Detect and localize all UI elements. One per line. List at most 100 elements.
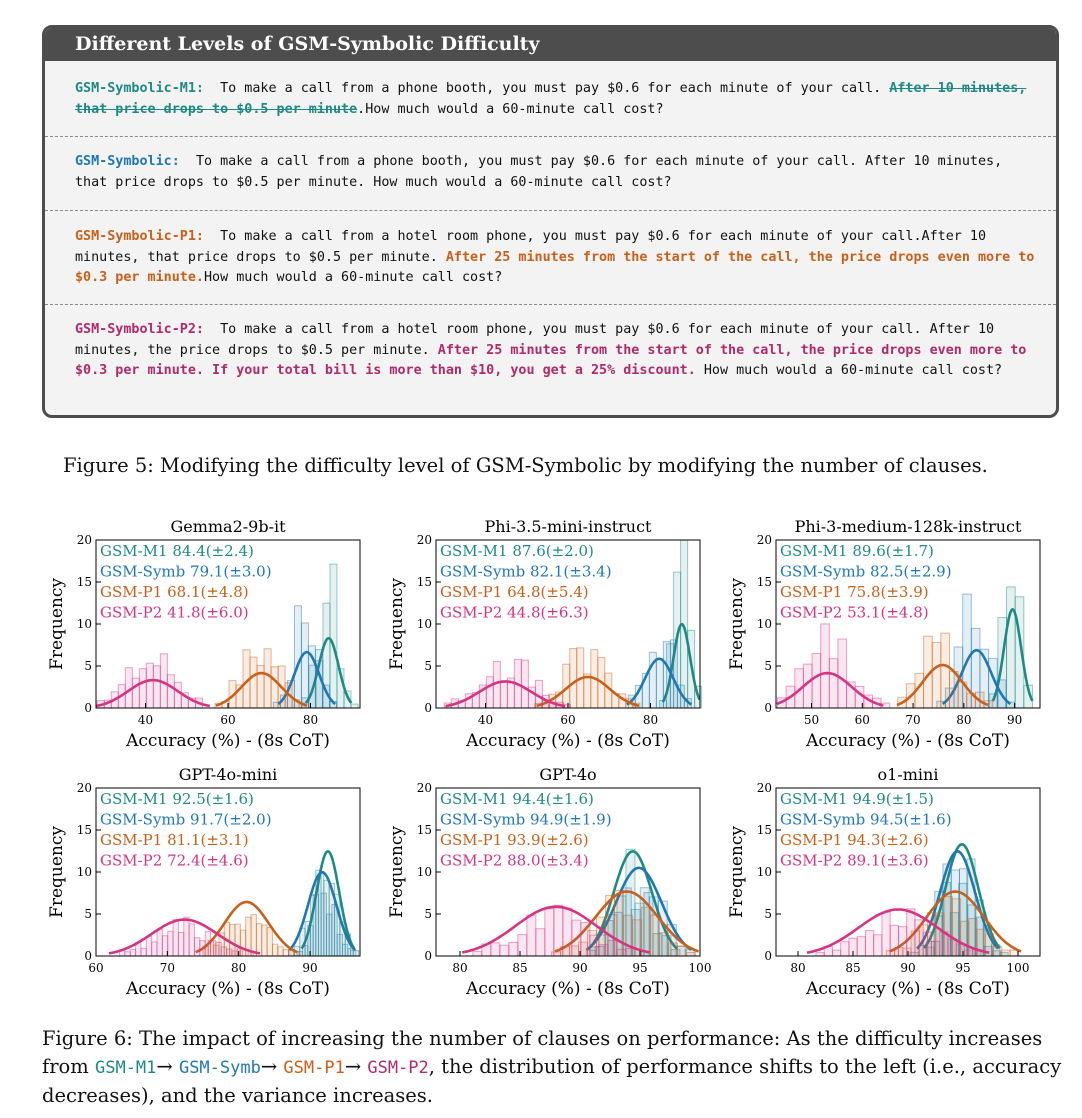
histogram-bar: [535, 928, 546, 957]
histogram-bar: [856, 936, 866, 957]
symb-example: GSM-Symbolic: To make a call from a phon…: [75, 152, 1038, 193]
histogram-bar: [571, 919, 582, 957]
figure6-caption: Figure 6: The impact of increasing the n…: [42, 1025, 1062, 1110]
histogram-bar: [815, 952, 825, 957]
histogram-bar: [881, 911, 891, 957]
histogram-bar: [270, 666, 279, 709]
x-tick-label: 100: [1007, 961, 1030, 975]
p1-example: GSM-Symbolic-P1: To make a call from a h…: [75, 227, 1038, 289]
histogram-bar: [517, 934, 528, 957]
y-tick-label: 0: [764, 949, 772, 963]
histogram-bar: [544, 908, 555, 957]
y-tick-label: 20: [417, 781, 432, 795]
x-tick-label: 60: [855, 713, 870, 727]
chart-panel: Phi-3-medium-128k-instruct 0 5 10 15 20 50 60 70…: [720, 510, 1065, 751]
histogram-bar: [315, 869, 322, 957]
symb-text2: After 10 minutes, that price drops to $0…: [75, 154, 1003, 190]
histogram-bar: [677, 945, 688, 957]
y-tick-label: 0: [84, 701, 92, 715]
histogram-bar: [526, 914, 537, 957]
series-p1: [551, 889, 700, 957]
histogram-bar: [255, 923, 263, 957]
histogram-bar: [659, 932, 670, 957]
histogram-bar: [329, 563, 338, 709]
kde-curve: [889, 890, 1022, 953]
x-axis-label: Accuracy (%) - (8s CoT): [805, 731, 1010, 750]
y-tick-label: 5: [424, 659, 432, 673]
histogram-bar: [499, 682, 508, 709]
histogram-bar: [156, 928, 163, 957]
x-tick-label: 90: [1007, 713, 1022, 727]
kde-curve: [536, 675, 640, 708]
y-tick-label: 10: [77, 865, 92, 879]
y-tick-label: 20: [77, 533, 92, 547]
y-axis-label: Frequency: [727, 826, 747, 918]
chart-title: Phi-3-medium-128k-instruct: [795, 517, 1022, 536]
histogram-chart: o1-mini 0 5 10 15 20 80 85 90 95 100 Accuracy (%) -…: [727, 765, 1041, 999]
y-tick-label: 15: [77, 823, 92, 837]
legend-entry: GSM-M1 84.4(±2.4): [100, 542, 254, 560]
x-tick-label: 70: [905, 713, 920, 727]
symb-text1: To make a call from a phone booth, you m…: [195, 154, 858, 169]
series-p1: [885, 890, 1022, 957]
histogram-bar: [490, 942, 501, 957]
histogram-bar: [352, 950, 360, 957]
series-symb: [626, 639, 693, 709]
kde-curve: [215, 671, 308, 707]
symb-tag: GSM-Symbolic:: [75, 154, 180, 169]
kde-curve: [195, 900, 298, 954]
kde-curve: [304, 636, 353, 704]
y-tick-label: 10: [757, 617, 772, 631]
x-tick-label: 90: [900, 961, 915, 975]
histogram-bar: [300, 622, 309, 709]
legend-entry: GSM-P1 93.9(±2.6): [440, 831, 589, 849]
legend-entry: GSM-P1 94.3(±2.6): [780, 831, 929, 849]
x-tick-label: 95: [955, 961, 970, 975]
histogram-bar: [140, 947, 147, 957]
legend-entry: GSM-P1 75.8(±3.9): [780, 583, 929, 601]
histogram-bar: [129, 948, 137, 957]
caption-prefix: Figure 6: The impact of increasing the n…: [42, 1027, 1043, 1078]
kde-curve: [941, 648, 1012, 705]
histogram-bar: [931, 641, 942, 709]
series-p2: [806, 908, 990, 957]
kde-curve: [108, 918, 261, 955]
kde-curve: [585, 866, 692, 951]
histogram-bar: [641, 906, 652, 957]
series-m1: [587, 848, 681, 957]
x-tick-label: 80: [643, 713, 658, 727]
p2-example: GSM-Symbolic-P2: To make a call from a h…: [75, 320, 1038, 382]
kde-curve: [300, 849, 356, 950]
histogram-bar: [271, 943, 279, 957]
histogram-bar: [650, 914, 661, 957]
legend-entry: GSM-P2 89.1(±3.6): [780, 852, 929, 870]
histogram-bar: [177, 932, 185, 957]
series-p2: [108, 916, 261, 957]
histogram-bar: [336, 933, 344, 957]
histogram-bar: [210, 940, 217, 957]
histogram-bar: [1006, 586, 1016, 709]
legend-entry: GSM-M1 94.9(±1.5): [780, 790, 934, 808]
x-tick-label: 60: [88, 961, 103, 975]
legend-entry: GSM-M1 87.6(±2.0): [440, 542, 594, 560]
kde-curve: [806, 908, 990, 954]
p1-added-clause: After 25 minutes from the start of the c…: [75, 249, 1035, 286]
histogram-bar: [963, 949, 974, 957]
histogram-bar: [914, 919, 924, 957]
x-tick-label: 50: [804, 713, 819, 727]
histogram-bar: [520, 659, 529, 709]
histogram-bar: [598, 944, 609, 957]
p2-text2: How much would a 60-minute call cost?: [703, 363, 1003, 378]
histogram-bar: [662, 641, 671, 709]
histogram-bar: [325, 913, 333, 957]
histogram-bar: [831, 949, 842, 957]
p1-text1: To make a call from a hotel room phone, …: [75, 229, 987, 265]
y-tick-label: 20: [757, 781, 772, 795]
y-tick-label: 15: [757, 575, 772, 589]
y-tick-label: 10: [417, 865, 432, 879]
histogram-bar: [589, 934, 600, 957]
x-tick-label: 100: [689, 961, 712, 975]
histogram-bar: [226, 948, 233, 957]
legend-entry: GSM-P1 64.8(±5.4): [440, 583, 589, 601]
series-p2: [776, 623, 891, 709]
